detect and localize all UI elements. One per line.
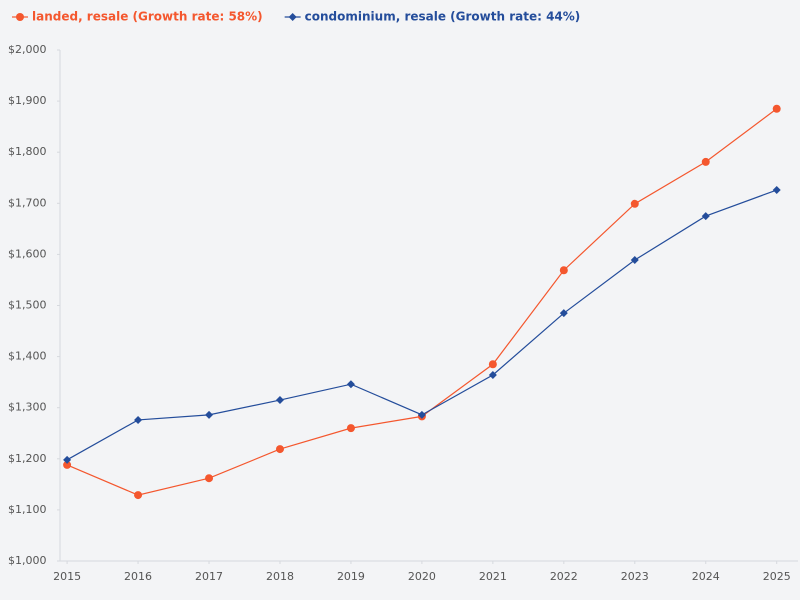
- legend-label: landed, resale (Growth rate: 58%): [32, 10, 263, 24]
- legend: landed, resale (Growth rate: 58%) condomi…: [12, 10, 580, 24]
- x-tick-label: 2023: [621, 570, 649, 583]
- x-tick-label: 2022: [550, 570, 578, 583]
- y-tick-label: $1,600: [8, 247, 47, 260]
- x-tick-label: 2015: [53, 570, 81, 583]
- y-tick-label: $1,800: [8, 145, 47, 158]
- data-point: [346, 380, 355, 389]
- x-tick-label: 2021: [479, 570, 507, 583]
- series-line: [66, 108, 778, 496]
- y-tick-label: $1,200: [8, 452, 47, 465]
- data-point: [205, 410, 214, 419]
- data-point: [346, 424, 355, 433]
- data-point: [63, 455, 72, 464]
- x-tick-label: 2019: [337, 570, 365, 583]
- data-point: [63, 460, 72, 469]
- data-point: [701, 212, 710, 221]
- x-tick-label: 2017: [195, 570, 223, 583]
- x-tick-label: 2018: [266, 570, 294, 583]
- data-point: [772, 104, 781, 113]
- y-tick-label: $1,900: [8, 94, 47, 107]
- data-point: [417, 410, 426, 419]
- legend-marker: [16, 13, 24, 21]
- data-point: [134, 415, 143, 424]
- y-tick-label: $1,300: [8, 401, 47, 414]
- x-tick-label: 2024: [692, 570, 720, 583]
- y-tick-label: $2,000: [8, 43, 47, 56]
- data-point: [205, 474, 214, 483]
- y-tick-label: $1,000: [8, 554, 47, 567]
- data-point: [488, 370, 497, 379]
- data-point: [275, 445, 284, 454]
- y-tick-label: $1,700: [8, 196, 47, 209]
- data-point: [134, 491, 143, 500]
- data-point: [559, 309, 568, 318]
- data-point: [701, 157, 710, 166]
- data-point: [275, 396, 284, 405]
- y-tick-label: $1,500: [8, 299, 47, 312]
- y-tick-label: $1,100: [8, 503, 47, 516]
- data-point: [559, 266, 568, 275]
- legend-label: condominium, resale (Growth rate: 44%): [305, 10, 581, 24]
- y-tick-label: $1,400: [8, 350, 47, 363]
- data-point: [488, 360, 497, 369]
- data-point: [630, 256, 639, 265]
- x-tick-label: 2025: [763, 570, 791, 583]
- legend-marker: [288, 13, 297, 21]
- x-tick-label: 2020: [408, 570, 436, 583]
- x-tick-label: 2016: [124, 570, 152, 583]
- data-point: [630, 199, 639, 208]
- data-point: [772, 186, 781, 195]
